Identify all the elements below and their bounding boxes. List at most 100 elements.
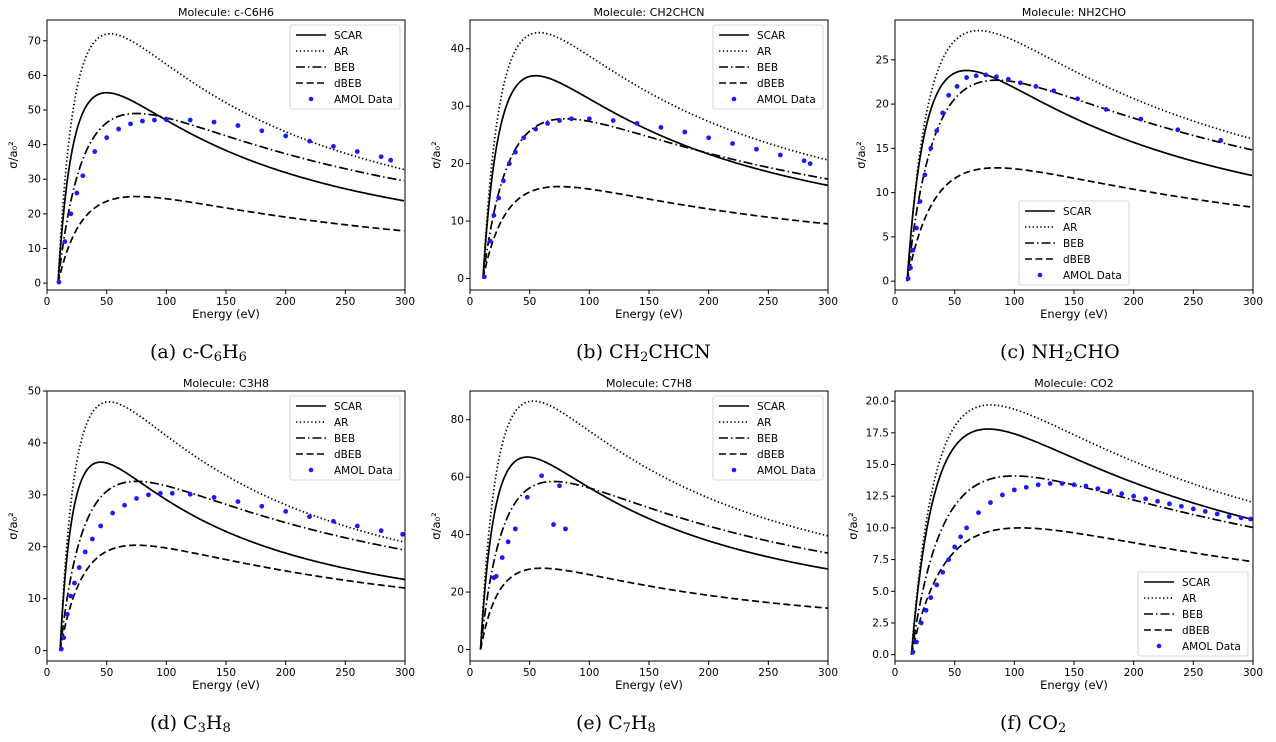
data-point <box>491 212 497 218</box>
x-tick-label: 0 <box>467 296 474 308</box>
data-point <box>557 118 562 123</box>
y-tick-label: 30 <box>28 489 41 501</box>
series-line-dbeb <box>59 544 405 651</box>
legend-label-amol-data: AMOL Data <box>334 465 393 477</box>
data-point <box>910 649 916 655</box>
caption-subscript: 2 <box>1058 721 1066 736</box>
series-line-scar <box>57 91 405 284</box>
x-tick-label: 200 <box>1124 667 1144 679</box>
data-point <box>187 491 193 497</box>
data-point <box>1155 498 1160 504</box>
legend-label-beb: BEB <box>757 433 778 445</box>
data-point <box>934 128 940 134</box>
caption-subscript: 6 <box>239 350 247 365</box>
data-point <box>1047 481 1053 486</box>
data-point <box>1190 506 1196 512</box>
x-tick-label: 100 <box>579 296 599 308</box>
y-tick-label: 15.0 <box>866 459 889 471</box>
data-point <box>964 525 969 531</box>
data-point <box>505 539 511 545</box>
y-tick-label: 20 <box>28 208 41 220</box>
amol-markers <box>491 473 568 581</box>
data-point <box>922 172 928 178</box>
data-point <box>524 494 530 500</box>
data-point <box>1033 83 1039 89</box>
data-point <box>533 126 539 132</box>
series-line-scar <box>479 456 828 650</box>
series-line-scar <box>59 461 405 651</box>
data-point <box>481 274 487 280</box>
subfigure-caption: (d) C3H8 <box>150 712 231 736</box>
data-point <box>1017 80 1023 86</box>
data-point <box>235 123 241 128</box>
data-point <box>501 178 506 184</box>
subplot-3: Molecule: NH2CHO 0 50 100 150 200 250 300 0 5 10 15… <box>854 6 1263 365</box>
data-point <box>331 518 336 524</box>
data-point <box>283 509 289 514</box>
subfigure-caption: (e) C7H8 <box>576 712 656 736</box>
data-point <box>988 500 993 505</box>
legend-label-dbeb: dBEB <box>1063 254 1091 266</box>
legend-marker-amol-data <box>308 467 314 473</box>
data-point <box>98 523 104 529</box>
series-line-ar <box>59 401 405 651</box>
y-tick-label: 20 <box>451 158 464 170</box>
legend-label-beb: BEB <box>1063 238 1084 250</box>
data-point <box>940 110 946 116</box>
x-tick-label: 150 <box>1064 667 1084 679</box>
legend-label-beb: BEB <box>1182 609 1203 621</box>
y-tick-label: 0.0 <box>872 649 889 661</box>
plot-title: Molecule: c-C6H6 <box>178 6 274 19</box>
data-point <box>958 534 964 540</box>
data-point <box>1035 482 1041 488</box>
series-line-beb <box>57 112 405 284</box>
data-point <box>928 145 934 151</box>
data-point <box>954 83 960 89</box>
data-point <box>946 92 952 98</box>
data-point <box>378 528 384 534</box>
series-line-scar <box>482 74 828 279</box>
legend-frame <box>712 24 824 110</box>
caption-text: (e) C <box>576 712 623 734</box>
data-point <box>512 526 518 532</box>
data-point <box>152 117 157 123</box>
data-point <box>777 152 783 158</box>
data-point <box>1107 488 1113 494</box>
data-point <box>682 129 688 135</box>
data-point <box>1179 503 1184 509</box>
x-tick-label: 150 <box>639 296 659 308</box>
data-point <box>1119 491 1125 497</box>
x-axis-label: Energy (eV) <box>615 678 683 692</box>
x-tick-label: 150 <box>1064 296 1084 308</box>
data-point <box>134 496 139 501</box>
series-line-beb <box>906 79 1253 282</box>
data-point <box>940 569 946 575</box>
caption-subscript: 3 <box>198 721 206 736</box>
data-point <box>157 490 163 496</box>
data-point <box>307 514 312 520</box>
data-point <box>908 265 913 271</box>
data-point <box>116 126 121 132</box>
data-point <box>539 473 544 479</box>
legend: SCAR AR BEB dBEB AMOL Data <box>1018 200 1130 286</box>
data-point <box>914 639 919 645</box>
data-point <box>1143 496 1148 502</box>
caption-text: (a) c-C <box>150 341 214 363</box>
data-point <box>92 149 98 154</box>
legend-marker-amol-data <box>1156 643 1162 649</box>
data-point <box>1238 515 1244 521</box>
data-point <box>976 510 981 516</box>
data-point <box>259 128 265 134</box>
legend-label-scar: SCAR <box>757 30 785 42</box>
y-tick-label: 10 <box>28 593 41 605</box>
data-point <box>973 73 979 79</box>
legend-label-beb: BEB <box>757 62 778 74</box>
data-point <box>807 161 813 167</box>
data-point <box>1218 137 1224 143</box>
y-tick-label: 25 <box>876 54 889 66</box>
legend-label-amol-data: AMOL Data <box>1063 270 1122 282</box>
legend-label-ar: AR <box>1063 222 1077 234</box>
y-tick-label: 0 <box>34 278 41 290</box>
data-point <box>56 279 62 285</box>
legend-label-ar: AR <box>757 417 771 429</box>
